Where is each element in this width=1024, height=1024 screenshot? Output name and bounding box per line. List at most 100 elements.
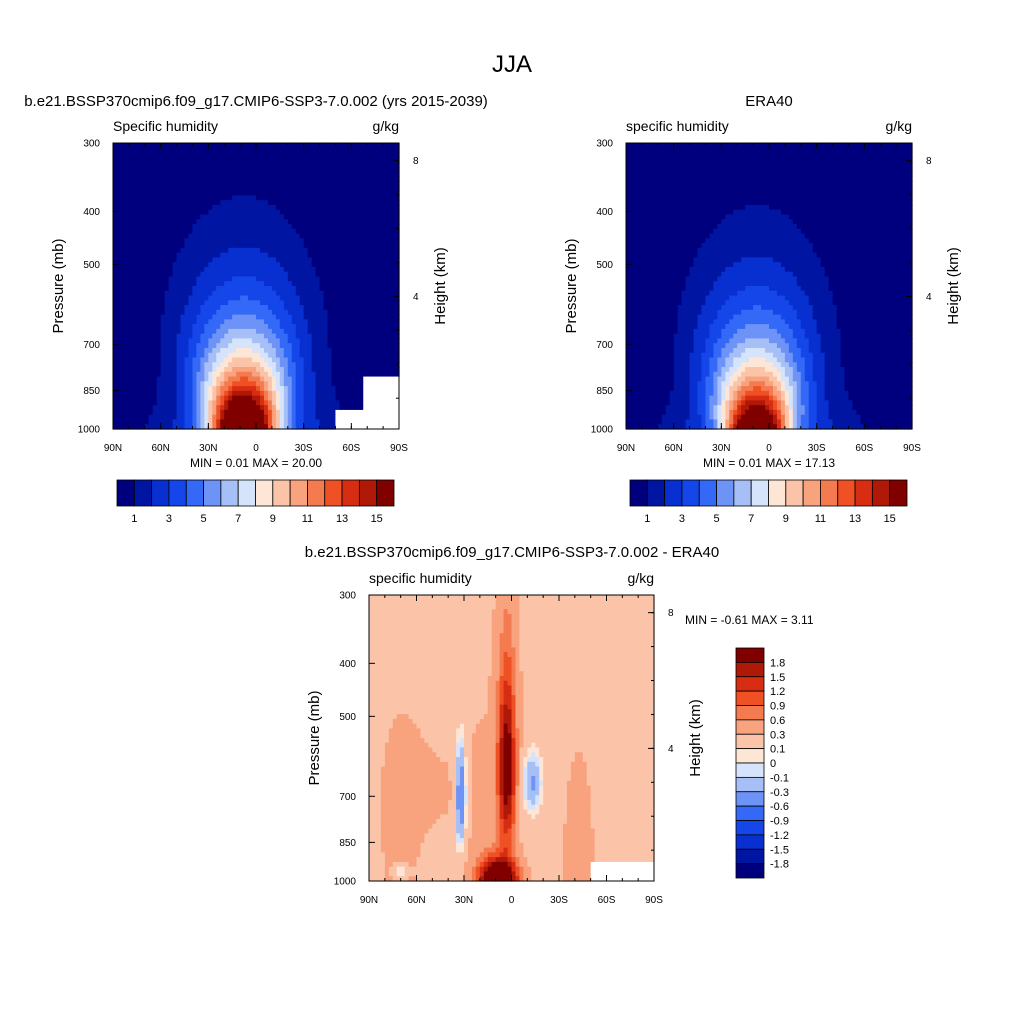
field-cell [351,152,356,158]
field-cell [737,171,742,177]
field-cell [371,352,376,359]
field-cell [327,195,333,201]
field-cell [315,419,321,425]
field-cell [263,343,269,349]
field-cell [311,262,317,268]
field-cell [224,162,229,168]
field-cell [240,400,245,406]
field-cell [140,381,146,387]
field-cell [864,166,869,173]
field-cell [113,419,118,425]
field-cell [816,166,822,173]
field-cell [303,219,309,225]
field-cell [311,162,317,168]
field-cell [856,171,861,177]
field-cell [156,204,162,211]
field-cell [359,381,364,387]
field-cell [287,176,293,182]
field-cell [252,252,257,258]
field-cell [295,324,301,330]
field-cell [180,157,186,163]
field-cell [339,305,344,311]
field-cell [335,395,341,401]
field-cell [279,381,285,387]
field-cell [180,262,186,268]
field-cell [359,328,364,335]
colorbar-box [324,479,343,507]
field-cell [156,400,162,406]
field-cell [132,414,138,421]
field-cell [259,228,265,235]
field-cell [331,290,337,297]
field-cell [216,395,221,401]
field-cell [124,143,130,149]
field-cell [637,171,643,177]
field-cell [224,247,229,254]
field-cell [355,357,360,363]
field-cell [287,424,293,430]
field-cell [232,200,237,206]
field-cell [331,247,337,254]
field-cell [379,171,384,177]
field-cell [152,381,158,387]
field-cell [252,314,257,320]
field-cell [649,166,655,173]
field-cell [387,371,392,378]
field-cell [148,152,154,158]
field-cell [629,152,635,158]
field-cell [359,367,364,373]
field-cell [144,157,150,163]
field-cell [228,400,233,406]
field-cell [371,271,376,278]
field-cell [259,185,265,192]
field-cell [383,362,388,368]
field-cell [116,314,122,320]
field-cell [176,262,182,268]
field-cell [737,176,742,182]
field-cell [180,214,186,220]
field-cell [208,219,213,225]
field-cell [204,190,209,197]
field-cell [307,333,313,340]
field-cell [347,204,352,211]
field-cell [283,262,289,268]
field-cell [212,371,217,378]
field-cell [351,286,356,292]
field-cell [236,190,241,197]
field-cell [224,252,229,258]
field-cell [287,400,293,406]
field-cell [343,143,348,149]
field-cell [319,390,325,397]
field-cell [200,290,205,297]
field-cell [180,243,186,249]
field-cell [303,276,309,282]
panel-title: b.e21.BSSP370cmip6.f09_g17.CMIP6-SSP3-7.… [24,93,488,110]
field-cell [259,367,265,373]
field-cell [323,181,329,187]
field-cell [120,343,126,349]
field-cell [275,262,281,268]
field-cell [132,333,138,340]
field-cell [164,224,170,230]
field-cell [383,257,388,263]
field-cell [776,171,782,177]
field-cell [184,185,190,192]
field-cell [176,367,182,373]
field-cell [216,228,221,235]
field-cell [148,400,154,406]
field-cell [291,181,297,187]
field-cell [379,276,384,282]
field-cell [259,252,265,258]
field-cell [236,262,241,268]
field-cell [164,405,170,411]
colorbar-box [133,479,153,507]
field-cell [172,152,178,158]
field-cell [172,309,178,316]
field-cell [319,333,325,340]
field-cell [836,157,842,163]
field-cell [136,266,142,273]
field-cell [176,295,182,301]
field-cell [291,309,297,316]
field-cell [136,214,142,220]
field-cell [188,214,194,220]
